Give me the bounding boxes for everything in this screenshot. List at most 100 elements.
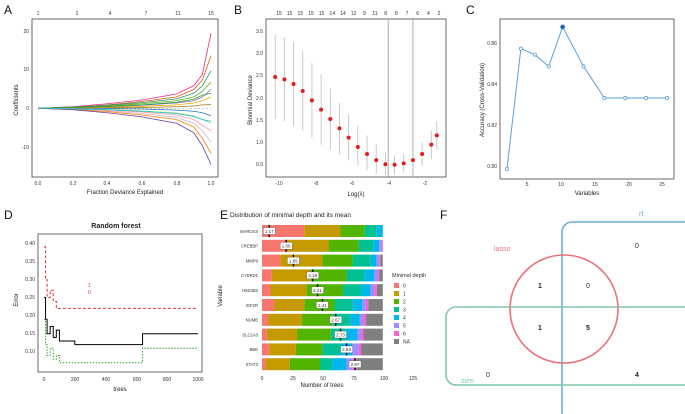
- panel-a-y-label: Coefficients: [14, 84, 20, 115]
- panel-d-y-tick: 0.25: [25, 295, 35, 301]
- panel-d-x-ticks: 0 200 400 600 800 1000: [43, 377, 204, 383]
- panel-c-y-ticks: 0.86 0.84 0.82 0.80: [487, 41, 497, 170]
- panel-letter-e: E: [220, 208, 228, 222]
- panel-e-variable-label: CYBRD1: [241, 273, 259, 278]
- panel-e-depth-segment: [262, 269, 272, 282]
- panel-letter-b: B: [234, 3, 242, 17]
- panel-a-top-tick: 1: [37, 11, 40, 17]
- panel-d: Random forest 0 200 400 600 800 1000 0.4…: [14, 223, 204, 393]
- panel-d-y-tick: 0.35: [25, 259, 35, 265]
- panel-b-deviance-point: [434, 133, 439, 138]
- panel-c-accuracy-point: [644, 96, 649, 101]
- panel-e-depth-segment: [376, 225, 383, 237]
- panel-b-top-tick: 14: [330, 11, 336, 17]
- panel-d-x-tick: 0: [43, 377, 46, 383]
- panel-e-depth-segment: [350, 313, 360, 326]
- panel-e-depth-segment: [365, 299, 369, 311]
- panel-b-deviance-point: [365, 152, 370, 156]
- panel-b: 15 15 15 15 15 14 14 12 9 11 8 8 7 6 4 2 -10 -8 -6 -4 -…: [248, 11, 447, 198]
- venn-svm-label: svm: [461, 378, 474, 385]
- panel-b-deviance-point: [328, 117, 333, 121]
- panel-b-top-tick: 4: [427, 11, 430, 17]
- panel-e-depth-segment: [322, 254, 353, 267]
- panel-c-x-tick: 15: [592, 182, 598, 188]
- panel-d-y-tick: 0.40: [25, 241, 35, 247]
- panel-a-y-tick: -10: [22, 145, 29, 151]
- panel-a-x-tick: 0.2: [70, 181, 77, 187]
- panel-a-coef-path-v3: [37, 70, 212, 109]
- panel-b-top-ticks: 15 15 15 15 15 14 14 12 9 11 8 8 7 6 4 2: [276, 11, 440, 17]
- panel-a-coef-path-v10: [37, 107, 212, 132]
- panel-b-deviance-point: [401, 161, 406, 166]
- panel-e-depth-segment: [295, 343, 323, 356]
- panel-e-variable-label: BBE: [250, 347, 259, 352]
- panel-b-y-tick: 3.5: [256, 29, 263, 35]
- panel-e-mean-label: 2.73: [336, 332, 345, 337]
- panel-e-depth-segment: [262, 328, 267, 341]
- panel-b-deviance-point: [374, 158, 379, 163]
- panel-d-y-ticks: 0.40 0.35 0.30 0.25 0.20 0.15 0.10: [25, 241, 35, 355]
- panel-d-x-label: trees: [113, 387, 126, 393]
- panel-c-accuracy-point: [623, 96, 628, 101]
- panel-b-deviance-point: [420, 152, 425, 156]
- panel-e-depth-segment: [358, 343, 362, 356]
- panel-a-top-tick: 4: [109, 11, 112, 17]
- panel-c-x-label: Variables: [575, 191, 600, 197]
- panel-e-depth-segment: [373, 239, 380, 252]
- panel-a-x-label: Fraction Deviance Explained: [87, 190, 163, 196]
- panel-d-x-tick: 200: [71, 377, 80, 383]
- panel-b-top-tick: 15: [308, 11, 314, 17]
- panel-a-x-tick: 0.6: [139, 181, 146, 187]
- panel-e-depth-segment: [304, 225, 341, 237]
- panel-c: 5 10 15 20 25 0.86 0.84 0.82 0.80 Variab…: [480, 18, 675, 197]
- panel-e-depth-segment: [377, 269, 380, 282]
- panel-c-accuracy-line: [506, 25, 668, 170]
- panel-e-depth-segment: [274, 299, 305, 311]
- panel-c-y-tick: 0.80: [487, 164, 497, 170]
- panel-d-title: Random forest: [91, 223, 141, 230]
- panel-b-y-tick: 0.5: [256, 162, 263, 168]
- panel-e-variable-label: MMP9: [246, 258, 259, 263]
- panel-e-depth-segment: [368, 299, 383, 311]
- panel-b-x-ticks: -10 -8 -6 -4 -2: [275, 181, 427, 187]
- panel-e-depth-segment: [266, 328, 298, 341]
- panel-e-depth-segment: [357, 328, 362, 341]
- panel-c-x-tick: 5: [526, 182, 529, 188]
- panel-b-top-tick: 15: [287, 11, 293, 17]
- panel-e-variable-label: HSD3B2: [242, 288, 259, 293]
- panel-e-mean-label: 2.67: [331, 318, 340, 323]
- panel-b-deviance-point: [282, 77, 287, 82]
- panel-a-y-tick: 20: [23, 29, 29, 35]
- panel-b-top-tick: 11: [372, 11, 377, 17]
- panel-b-top-tick: 12: [351, 11, 357, 17]
- panel-d-error-line-class-1: [44, 246, 198, 309]
- panel-e-depth-segment: [297, 328, 331, 341]
- panel-c-best-point: [560, 24, 566, 30]
- panel-e-mean-label: 2.18: [308, 273, 317, 278]
- panel-e-legend-label: 1: [403, 291, 406, 297]
- venn-count-lasso-rf: 0: [586, 283, 590, 290]
- panel-a-x-tick: 0.4: [104, 181, 111, 187]
- panel-e-variable-label: IGF2R: [246, 303, 258, 308]
- panel-b-y-label: Binomial Deviance: [248, 74, 254, 124]
- panel-e-depth-segment: [361, 284, 371, 297]
- panel-c-y-tick: 0.82: [487, 123, 497, 129]
- panel-e-depth-segment: [358, 239, 374, 252]
- panel-e-depth-segment: [332, 358, 347, 371]
- panel-e-depth-segment: [280, 254, 323, 267]
- panel-b-top-tick: 15: [276, 11, 282, 17]
- panel-d-error-line-oob: [44, 297, 198, 346]
- panel-a-y-ticks: 20 10 0 -10: [22, 29, 29, 151]
- panel-e-depth-segment: [370, 284, 375, 297]
- panel-b-y-ticks: 3.5 3.0 2.5 2.0 1.5 1.0 0.5: [256, 29, 263, 168]
- panel-e-depth-segment: [352, 343, 359, 356]
- panel-c-accuracy-point: [532, 52, 537, 57]
- panel-b-frame: [265, 18, 447, 178]
- panel-b-x-tick: -8: [314, 181, 319, 187]
- panel-c-frame: [499, 18, 675, 180]
- panel-e-depth-segment: [370, 254, 377, 267]
- panel-a-coef-path-v14: [37, 92, 212, 109]
- panel-e-depth-segment: [345, 328, 358, 341]
- panel-b-deviance-point: [337, 126, 342, 131]
- venn-lasso-set: [509, 254, 619, 364]
